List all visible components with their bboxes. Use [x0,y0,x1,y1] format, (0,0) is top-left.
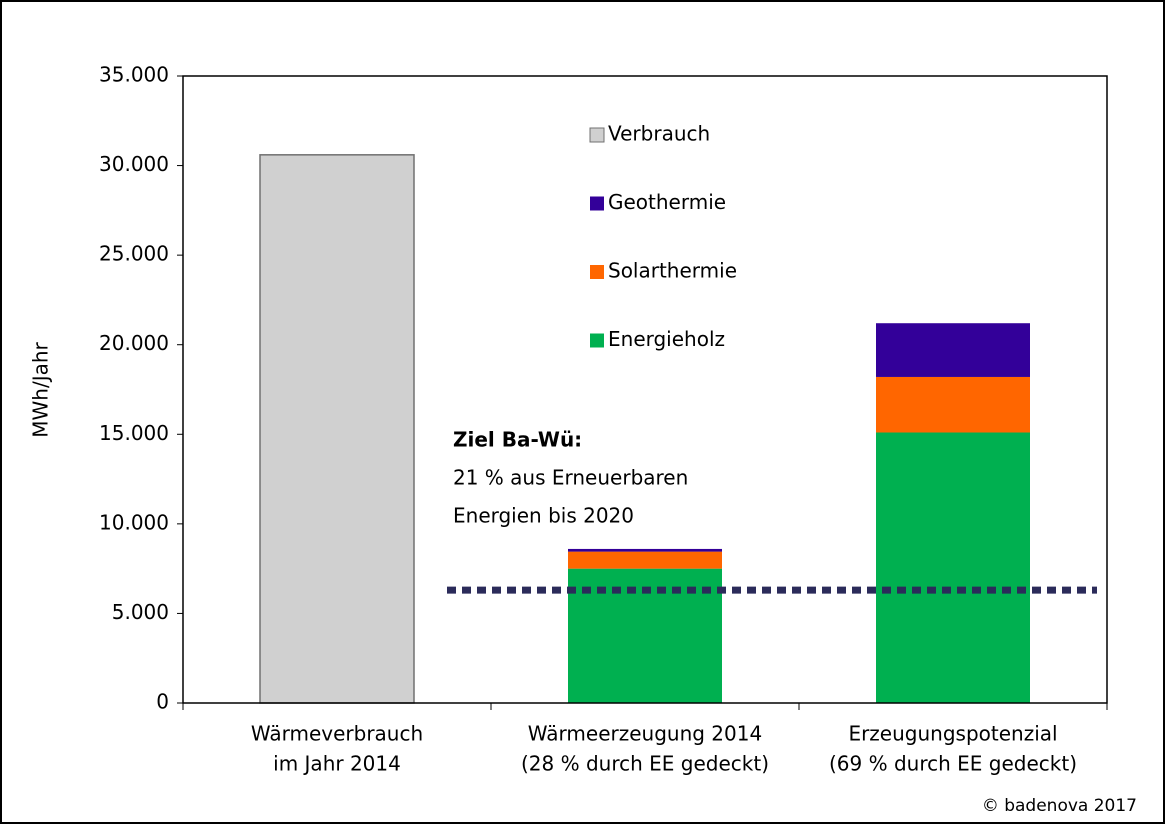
y-tick-label: 35.000 [99,63,169,87]
y-tick-label: 10.000 [99,510,169,534]
legend-label: Verbrauch [608,122,710,146]
y-axis-label: MWh/Jahr [29,341,53,437]
y-tick-label: 25.000 [99,242,169,266]
legend-swatch [590,265,604,279]
legend-swatch [590,196,604,211]
x-tick-label: (28 % durch EE gedeckt) [521,752,769,776]
bar-segment [568,551,722,569]
legend-swatch [590,333,604,348]
bar-segment [876,432,1030,703]
plot-border [182,75,1108,704]
x-tick-label: Wärmeerzeugung 2014 [528,722,762,746]
bar-segment [568,548,722,552]
x-tick-label: Wärmeverbrauch [251,722,423,746]
annotation: 21 % aus Erneuerbaren [453,466,688,490]
legend-swatch [589,127,605,143]
annotation: Energien bis 2020 [453,504,634,528]
y-tick-label: 0 [156,690,169,714]
bar-segment [876,323,1030,377]
x-tick-label: Erzeugungspotenzial [848,722,1057,746]
bar-segment [259,154,415,704]
copyright: © badenova 2017 [982,796,1137,816]
annotation: Ziel Ba-Wü: [453,428,582,452]
bar-segment [876,376,1030,433]
y-tick-label: 15.000 [99,421,169,445]
legend-label: Energieholz [608,327,725,351]
x-tick-label: im Jahr 2014 [273,752,401,776]
y-tick-label: 5.000 [112,600,169,624]
y-tick-label: 30.000 [99,152,169,176]
x-tick-label: (69 % durch EE gedeckt) [829,752,1077,776]
legend-label: Solarthermie [608,259,737,283]
y-tick-label: 20.000 [99,331,169,355]
legend-label: Geothermie [608,190,726,214]
